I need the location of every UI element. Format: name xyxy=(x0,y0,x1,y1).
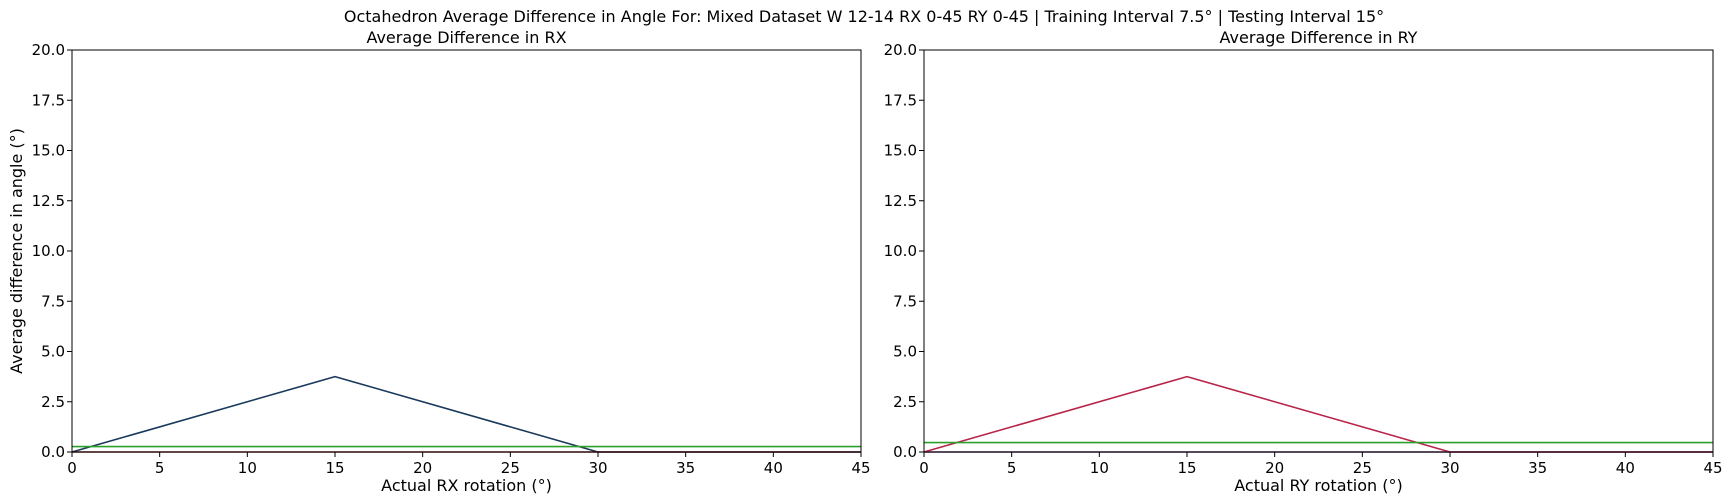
y-tick-label: 12.5 xyxy=(32,192,65,210)
y-tick-label: 2.5 xyxy=(893,393,917,411)
y-tick-label: 12.5 xyxy=(884,192,917,210)
y-tick-label: 20.0 xyxy=(32,41,65,59)
x-tick-label: 40 xyxy=(1616,459,1635,477)
x-tick-label: 10 xyxy=(1090,459,1109,477)
y-tick-label: 5.0 xyxy=(41,343,65,361)
y-tick-label: 7.5 xyxy=(41,292,65,310)
x-tick-label: 15 xyxy=(1177,459,1196,477)
x-tick-label: 0 xyxy=(919,459,929,477)
chart-panels: Average Difference in RX 0 5 10 15 20 25 30 35 40… xyxy=(7,28,1723,495)
x-tick-label: 5 xyxy=(1007,459,1017,477)
y-tick-label: 10.0 xyxy=(884,242,917,260)
y-tick-label: 15.0 xyxy=(884,142,917,160)
y-tick-label: 10.0 xyxy=(32,242,65,260)
x-axis-label: Actual RY rotation (°) xyxy=(1234,476,1402,495)
x-tick-label: 25 xyxy=(501,459,520,477)
y-tick-label: 20.0 xyxy=(884,41,917,59)
series-group xyxy=(71,375,861,453)
plot-frame xyxy=(71,49,862,453)
x-tick-label: 15 xyxy=(325,459,344,477)
y-tick-label: 0.0 xyxy=(893,443,917,461)
y-tick-label: 0.0 xyxy=(41,443,65,461)
x-tick-label: 30 xyxy=(588,459,607,477)
series-line xyxy=(923,375,1713,453)
chart-panel-2: Average Difference in RY 0 5 10 15 20 25 30 35 40… xyxy=(884,28,1723,495)
y-tick-label: 2.5 xyxy=(41,393,65,411)
y-tick-label: 15.0 xyxy=(32,142,65,160)
series-group xyxy=(923,375,1713,453)
y-tick-label: 5.0 xyxy=(893,343,917,361)
x-tick-label: 45 xyxy=(851,459,870,477)
y-tick-label: 17.5 xyxy=(32,91,65,109)
series-line xyxy=(71,375,861,453)
x-axis-label: Actual RX rotation (°) xyxy=(381,476,552,495)
chart-title: Average Difference in RX xyxy=(366,28,566,47)
chart-panel-1: Average Difference in RX 0 5 10 15 20 25 30 35 40… xyxy=(7,28,871,495)
y-tick-label: 17.5 xyxy=(884,91,917,109)
x-tick-label: 35 xyxy=(1528,459,1547,477)
x-tick-label: 10 xyxy=(238,459,257,477)
x-tick-label: 30 xyxy=(1440,459,1459,477)
plot-frame xyxy=(923,49,1714,453)
x-tick-label: 5 xyxy=(155,459,165,477)
x-tick-label: 20 xyxy=(1265,459,1284,477)
y-tick-label: 7.5 xyxy=(893,292,917,310)
chart-title: Average Difference in RY xyxy=(1220,28,1418,47)
x-tick-label: 20 xyxy=(413,459,432,477)
x-tick-label: 40 xyxy=(764,459,783,477)
y-axis-label: Average difference in angle (°) xyxy=(7,128,26,374)
figure-title: Octahedron Average Difference in Angle F… xyxy=(344,7,1384,26)
x-tick-label: 0 xyxy=(67,459,77,477)
x-tick-label: 45 xyxy=(1703,459,1722,477)
x-tick-label: 25 xyxy=(1353,459,1372,477)
x-tick-label: 35 xyxy=(676,459,695,477)
